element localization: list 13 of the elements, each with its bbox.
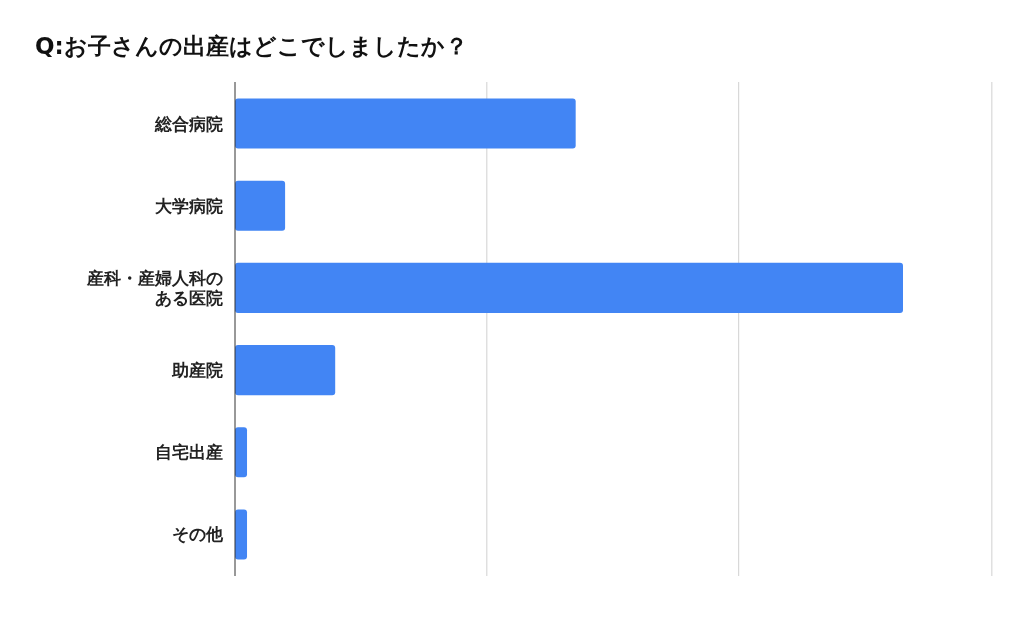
y-tick-label: 助産院 (171, 360, 223, 381)
bar (235, 180, 286, 231)
y-tick-label: 産科・産婦人科のある医院 (86, 267, 223, 308)
bar (235, 345, 336, 396)
y-tick-label: 自宅出産 (155, 442, 223, 463)
bar (235, 98, 576, 149)
bar (235, 262, 903, 313)
bar (235, 427, 248, 478)
y-tick-label: 総合病院 (154, 113, 223, 134)
bar (235, 509, 248, 560)
y-tick-label: その他 (172, 524, 224, 545)
y-tick-label: 大学病院 (155, 195, 223, 216)
chart-title: Q:お子さんの出産はどこでしましたか？ (35, 33, 468, 59)
